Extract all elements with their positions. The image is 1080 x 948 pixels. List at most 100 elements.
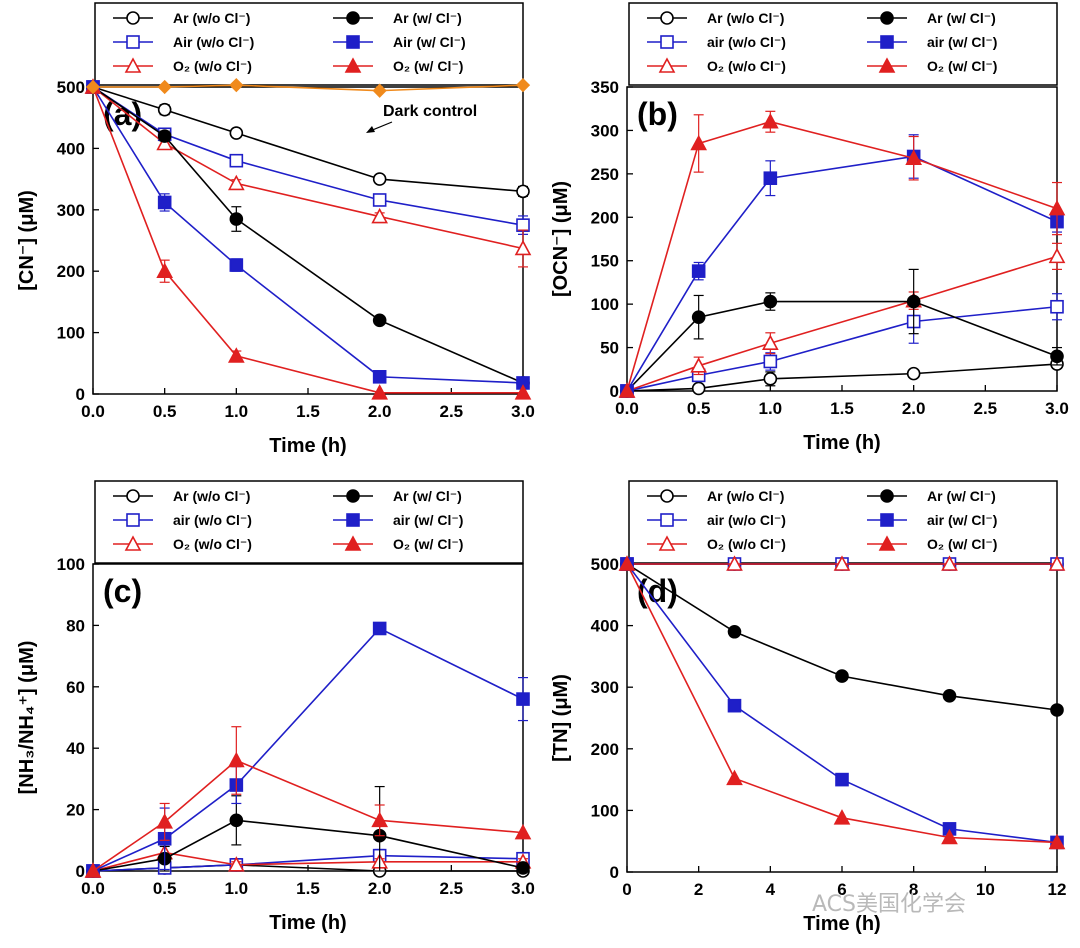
x-tick-label: 2.0 <box>368 402 392 421</box>
y-tick-label: 250 <box>591 165 619 184</box>
y-tick-label: 60 <box>66 678 85 697</box>
data-point <box>372 193 387 207</box>
data-point <box>941 555 958 571</box>
data-point <box>516 184 530 199</box>
legend-marker <box>126 35 140 49</box>
legend-label: air (w/o Cl⁻) <box>707 34 786 50</box>
plot-frame <box>626 86 1058 392</box>
x-tick-label: 0.0 <box>81 402 105 421</box>
legend-label: Air (w/ Cl⁻) <box>393 34 466 50</box>
data-point <box>761 113 779 129</box>
legend-marker <box>344 57 362 73</box>
data-point <box>1048 199 1066 216</box>
legend-marker <box>660 35 674 49</box>
data-point <box>906 366 921 381</box>
data-point <box>833 809 851 825</box>
data-point <box>84 862 102 878</box>
x-tick-label: 0.5 <box>687 399 711 418</box>
y-axis-label: [CN⁻] (μM) <box>16 190 38 291</box>
data-point <box>157 79 172 95</box>
legend-marker <box>346 489 360 503</box>
x-tick-label: 0.0 <box>615 399 639 418</box>
y-tick-label: 150 <box>591 252 619 271</box>
x-tick-label: 12 <box>1048 880 1067 899</box>
series-line <box>626 563 1058 711</box>
data-point <box>515 78 531 93</box>
legend-marker <box>660 489 674 503</box>
data-point <box>726 555 743 571</box>
watermark: ACS美国化学会 <box>812 892 966 917</box>
legend-marker <box>658 535 676 551</box>
legend-label: O₂ (w/o Cl⁻) <box>173 536 252 552</box>
y-tick-label: 0 <box>610 382 619 401</box>
y-tick-label: 0 <box>610 863 619 882</box>
data-point <box>763 354 778 369</box>
y-tick-label: 300 <box>591 121 619 140</box>
data-point <box>229 126 244 140</box>
legend-marker <box>126 513 140 527</box>
legend-label: O₂ (w/ Cl⁻) <box>927 58 997 74</box>
legend-label: Ar (w/ Cl⁻) <box>927 10 996 26</box>
y-tick-label: 100 <box>57 555 85 574</box>
x-tick-label: 10 <box>976 880 995 899</box>
series-4 <box>86 621 530 878</box>
data-point <box>514 239 532 256</box>
series-line <box>626 563 1058 844</box>
x-tick-label: 3.0 <box>511 879 535 898</box>
y-tick-label: 0 <box>76 385 85 404</box>
legend-marker <box>658 57 676 73</box>
data-point <box>726 769 743 786</box>
series-5 <box>84 726 532 878</box>
legend-marker <box>878 57 896 73</box>
x-axis-label: Time (h) <box>803 432 880 454</box>
legend-marker <box>346 513 360 527</box>
data-point <box>372 172 387 186</box>
panel-label: (c) <box>103 573 142 609</box>
data-point <box>763 171 778 185</box>
series-2 <box>618 242 1066 398</box>
legend-marker <box>344 535 362 551</box>
x-axis-label: Time (h) <box>269 435 346 457</box>
series-1 <box>620 293 1064 398</box>
legend-label: air (w/ Cl⁻) <box>927 34 997 50</box>
data-point <box>229 78 244 93</box>
data-point <box>727 698 742 713</box>
y-tick-label: 400 <box>591 617 619 636</box>
data-point <box>227 751 245 768</box>
x-tick-label: 2.0 <box>902 399 926 418</box>
y-axis-label: [TN] (μM) <box>550 674 572 762</box>
legend-label: O₂ (w/ Cl⁻) <box>393 536 463 552</box>
legend-marker <box>880 513 894 527</box>
data-point <box>763 294 778 309</box>
x-axis-label: Time (h) <box>269 912 346 934</box>
legend-label: air (w/ Cl⁻) <box>393 512 463 528</box>
data-point <box>157 129 172 143</box>
data-point <box>727 624 742 639</box>
legend-marker <box>346 35 360 49</box>
y-tick-label: 300 <box>591 678 619 697</box>
series-0 <box>620 357 1064 398</box>
legend-marker <box>660 513 674 527</box>
data-point <box>371 384 389 400</box>
legend-label: Ar (w/o Cl⁻) <box>173 10 250 26</box>
legend-marker <box>124 535 142 551</box>
data-point <box>372 370 387 384</box>
series-line <box>626 155 1058 392</box>
legend-box <box>94 480 524 564</box>
data-point <box>156 134 174 151</box>
series-5 <box>618 110 1066 398</box>
series-line <box>92 627 524 872</box>
legend-marker <box>124 57 142 73</box>
legend-marker <box>880 489 894 503</box>
data-point <box>372 83 387 98</box>
data-point <box>157 195 172 210</box>
chart-panel-b: Ar (w/o Cl⁻) air (w/o Cl⁻) O₂ (w/o Cl⁻) Ar … <box>550 2 1069 454</box>
data-point <box>1050 703 1064 717</box>
y-axis-label: [NH₃/NH₄⁺] (μM) <box>16 641 38 795</box>
series-3 <box>620 557 1064 717</box>
data-point <box>229 813 244 828</box>
y-tick-label: 40 <box>66 739 85 758</box>
data-point <box>372 313 387 328</box>
data-point <box>618 555 636 571</box>
y-tick-label: 500 <box>57 78 85 97</box>
